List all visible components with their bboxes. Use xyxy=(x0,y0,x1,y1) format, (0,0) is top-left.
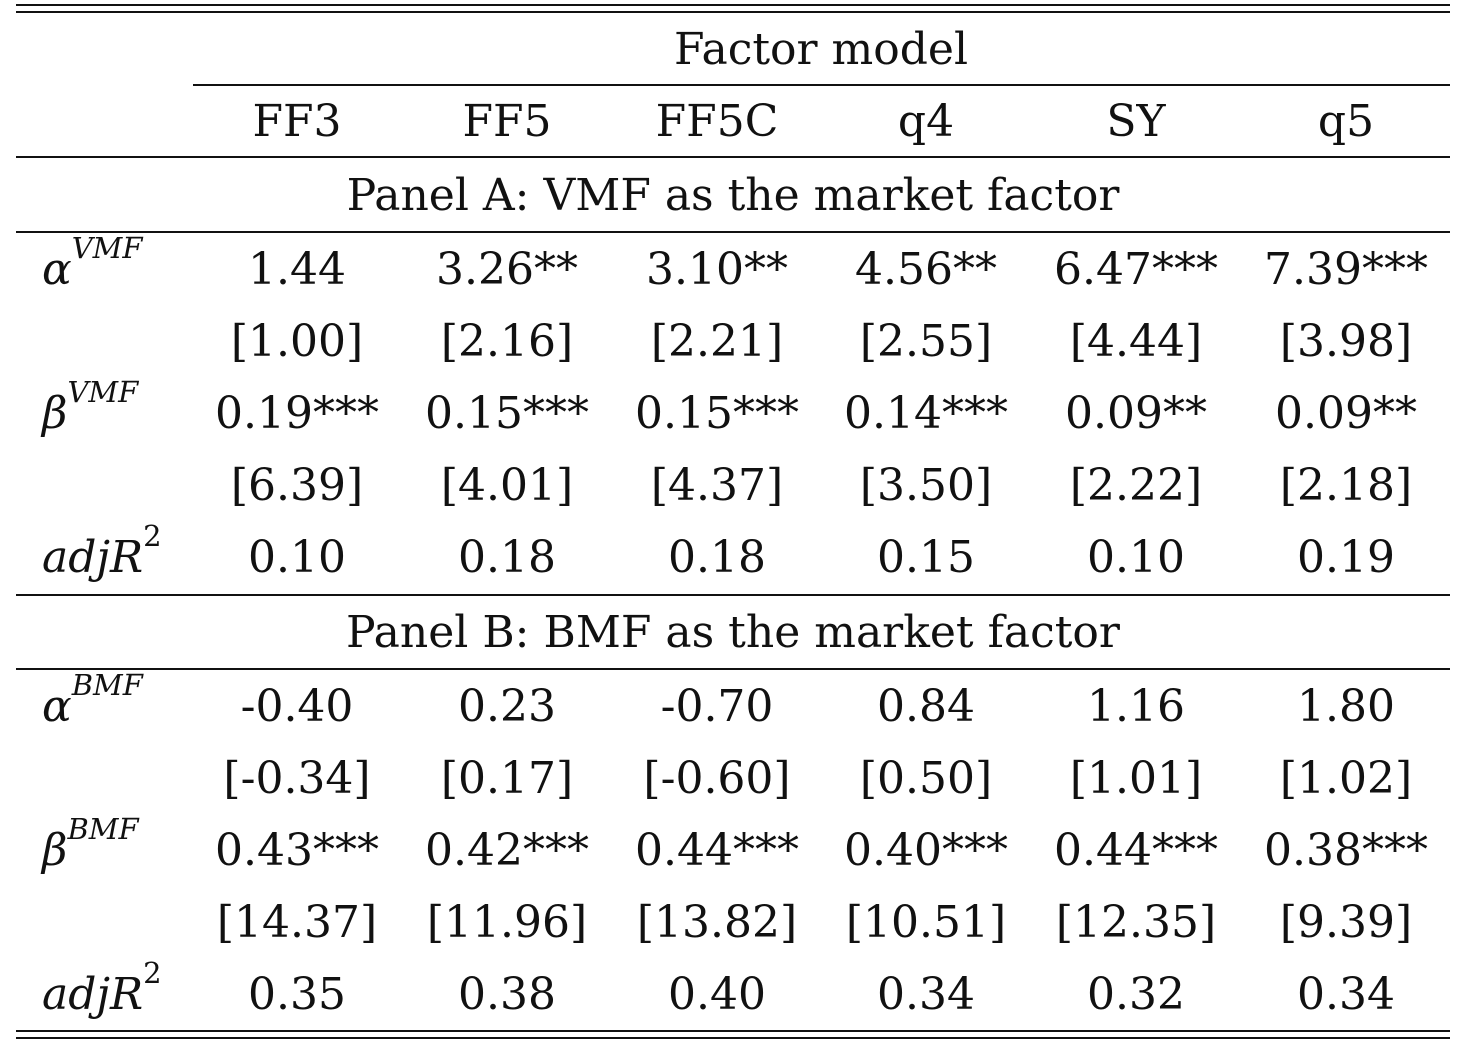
table-cell: [1.00] xyxy=(230,316,364,367)
table-cell: 0.19*** xyxy=(215,388,379,439)
top-rule-1 xyxy=(16,4,1450,6)
table-cell: 0.32 xyxy=(1087,969,1185,1020)
table-cell: [2.18] xyxy=(1279,460,1413,511)
column-header-ff3: FF3 xyxy=(252,96,342,147)
row-label-main: β xyxy=(42,825,68,877)
spanner-rule xyxy=(193,84,1450,86)
row-label-beta-vmf: βVMF xyxy=(42,378,138,436)
table-cell: [14.37] xyxy=(216,897,378,948)
table-cell: 0.35 xyxy=(248,969,346,1020)
table-cell: 1.44 xyxy=(248,244,346,295)
row-label-sup: 2 xyxy=(143,519,162,553)
row-label-adj-r2: adjR2 xyxy=(42,959,162,1017)
table-cell: 0.40*** xyxy=(844,825,1008,876)
table-cell: 0.38 xyxy=(458,969,556,1020)
bottom-rule-2 xyxy=(16,1037,1450,1039)
table-cell: [4.37] xyxy=(650,460,784,511)
row-label-main: α xyxy=(42,244,72,296)
table-cell: 0.38*** xyxy=(1264,825,1428,876)
spanner-header: Factor model xyxy=(673,24,969,75)
table-cell: -0.40 xyxy=(240,681,354,732)
table-cell: [10.51] xyxy=(845,897,1007,948)
table-cell: 0.34 xyxy=(877,969,975,1020)
table-cell: [2.55] xyxy=(859,316,993,367)
table-cell: 1.80 xyxy=(1297,681,1395,732)
top-rule-2 xyxy=(16,11,1450,13)
table-cell: 0.10 xyxy=(1087,532,1185,583)
table-cell: [13.82] xyxy=(636,897,798,948)
table-cell: 0.15 xyxy=(877,532,975,583)
table-cell: 0.14*** xyxy=(844,388,1008,439)
table-cell: 0.43*** xyxy=(215,825,379,876)
table-cell: [9.39] xyxy=(1279,897,1413,948)
column-header-ff5: FF5 xyxy=(462,96,552,147)
table-cell: [1.01] xyxy=(1069,753,1203,804)
table-cell: 4.56** xyxy=(855,244,997,295)
table-cell: 0.10 xyxy=(248,532,346,583)
column-header-q4: q4 xyxy=(897,96,955,147)
row-label-main: adjR xyxy=(42,532,144,584)
table-cell: [-0.60] xyxy=(643,753,791,804)
table-cell: [2.22] xyxy=(1069,460,1203,511)
table-cell: [0.50] xyxy=(859,753,993,804)
table-cell: [3.98] xyxy=(1279,316,1413,367)
column-header-sy: SY xyxy=(1106,96,1166,147)
table-cell: 0.84 xyxy=(877,681,975,732)
table-cell: 0.19 xyxy=(1297,532,1395,583)
column-header-ff5c: FF5C xyxy=(655,96,779,147)
table-cell: 0.18 xyxy=(458,532,556,583)
row-label-beta-bmf: βBMF xyxy=(42,815,139,873)
table-cell: [1.02] xyxy=(1279,753,1413,804)
panel-b-title: Panel B: BMF as the market factor xyxy=(346,607,1120,658)
table-cell: [11.96] xyxy=(426,897,588,948)
table-cell: 0.42*** xyxy=(425,825,589,876)
row-label-main: adjR xyxy=(42,969,144,1021)
table-cell: 3.26** xyxy=(436,244,578,295)
table-cell: 0.40 xyxy=(668,969,766,1020)
table-cell: 0.15*** xyxy=(635,388,799,439)
row-label-sup: 2 xyxy=(143,956,162,990)
row-label-alpha-bmf: αBMF xyxy=(42,671,143,729)
table-cell: 0.23 xyxy=(458,681,556,732)
table-cell: 1.16 xyxy=(1087,681,1185,732)
row-label-adj-r2: adjR2 xyxy=(42,522,162,580)
table-cell: [0.17] xyxy=(440,753,574,804)
table-cell: 3.10** xyxy=(646,244,788,295)
panel-b-rule xyxy=(16,668,1450,670)
table-cell: 0.34 xyxy=(1297,969,1395,1020)
header-rule xyxy=(16,156,1450,158)
table-cell: [12.35] xyxy=(1055,897,1217,948)
table-cell: 0.44*** xyxy=(635,825,799,876)
table-cell: 0.15*** xyxy=(425,388,589,439)
table-cell: 6.47*** xyxy=(1054,244,1218,295)
bottom-rule-1 xyxy=(16,1030,1450,1032)
table-cell: [2.16] xyxy=(440,316,574,367)
row-label-sup: BMF xyxy=(71,668,143,702)
table-cell: [-0.34] xyxy=(223,753,371,804)
column-header-q5: q5 xyxy=(1317,96,1375,147)
panel-a-title: Panel A: VMF as the market factor xyxy=(346,170,1120,221)
table-cell: [3.50] xyxy=(859,460,993,511)
table-cell: 0.44*** xyxy=(1054,825,1218,876)
row-label-sup: VMF xyxy=(67,375,139,409)
row-label-main: β xyxy=(42,388,68,440)
table-cell: [4.01] xyxy=(440,460,574,511)
row-label-main: α xyxy=(42,681,72,733)
table-cell: [2.21] xyxy=(650,316,784,367)
table-cell: [6.39] xyxy=(230,460,364,511)
table-cell: 0.18 xyxy=(668,532,766,583)
panel-a-rule xyxy=(16,231,1450,233)
table-cell: [4.44] xyxy=(1069,316,1203,367)
row-label-sup: VMF xyxy=(71,231,143,265)
row-label-sup: BMF xyxy=(67,812,139,846)
row-label-alpha-vmf: αVMF xyxy=(42,234,142,292)
table-cell: 7.39*** xyxy=(1264,244,1428,295)
panel-separator-rule xyxy=(16,594,1450,596)
table-cell: 0.09** xyxy=(1275,388,1417,439)
table-cell: -0.70 xyxy=(660,681,774,732)
table-cell: 0.09** xyxy=(1065,388,1207,439)
